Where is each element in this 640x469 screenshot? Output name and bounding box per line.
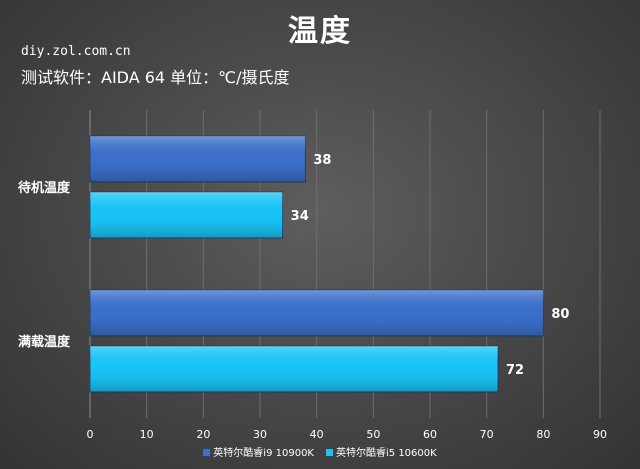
x-tick-label: 10 bbox=[140, 428, 154, 441]
data-label: 80 bbox=[551, 307, 569, 322]
bar-shading bbox=[90, 136, 306, 182]
x-tick-label: 40 bbox=[310, 428, 324, 441]
bar-shading bbox=[90, 346, 498, 392]
legend: 英特尔酷睿i9 10900K 英特尔酷睿i5 10600K bbox=[0, 444, 640, 459]
legend-item: 英特尔酷睿i9 10900K bbox=[203, 444, 314, 459]
x-tick-label: 70 bbox=[480, 428, 494, 441]
data-label: 72 bbox=[506, 363, 524, 378]
category-label: 满载温度 bbox=[18, 334, 71, 350]
legend-swatch bbox=[203, 449, 211, 456]
chart-subtitle: 测试软件：AIDA 64 单位：℃/摄氏度 bbox=[21, 68, 290, 87]
watermark-text: diy.zol.com.cn bbox=[21, 44, 131, 59]
x-tick-label: 60 bbox=[423, 428, 437, 441]
category-label: 待机温度 bbox=[17, 180, 71, 196]
legend-label: 英特尔酷睿i9 10900K bbox=[213, 448, 314, 459]
x-tick-label: 80 bbox=[536, 428, 550, 441]
legend-swatch bbox=[326, 449, 333, 456]
x-tick-label: 90 bbox=[593, 428, 607, 441]
x-tick-label: 0 bbox=[87, 428, 94, 441]
bar-shading bbox=[90, 192, 283, 238]
chart-title: 温度 bbox=[288, 14, 352, 49]
legend-item: 英特尔酷睿i5 10600K bbox=[326, 444, 437, 459]
x-tick-label: 20 bbox=[196, 428, 210, 441]
x-tick-label: 50 bbox=[366, 428, 380, 441]
legend-label: 英特尔酷睿i5 10600K bbox=[336, 448, 437, 459]
bar-shading bbox=[90, 290, 544, 336]
data-label: 38 bbox=[313, 153, 331, 168]
data-label: 34 bbox=[291, 209, 309, 224]
x-tick-label: 30 bbox=[253, 428, 267, 441]
